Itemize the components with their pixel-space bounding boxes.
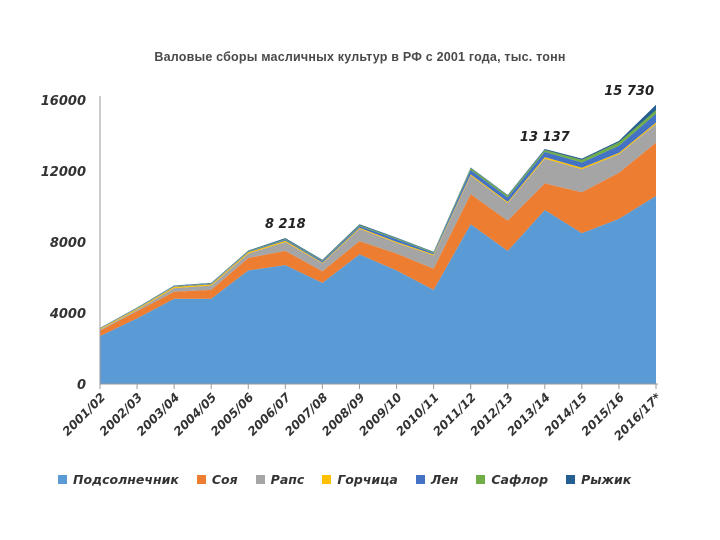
x-tick-labels: 2001/022002/032003/042004/052005/062006/…: [60, 390, 665, 443]
y-tick-label: 0: [77, 378, 86, 393]
total-annotation: 8 218: [265, 217, 306, 232]
legend-item: Горчица: [322, 472, 398, 487]
legend-item: Сафлор: [476, 472, 548, 487]
legend-swatch: [196, 475, 206, 484]
y-tick-label: 16000: [41, 94, 86, 109]
legend-swatch: [415, 475, 425, 484]
chart-title: Валовые сборы масличных культур в РФ с 2…: [154, 50, 566, 64]
legend-label: Сафлор: [491, 472, 549, 487]
legend-label: Соя: [211, 472, 238, 487]
total-annotation: 15 730: [604, 84, 654, 99]
y-tick-label: 4000: [49, 307, 86, 322]
y-tick-label: 8000: [50, 236, 86, 251]
legend-label: Рыжик: [581, 472, 632, 487]
legend: Подсолнечник Соя Рапс Горчица Лен Сафлор Рыжик: [58, 472, 631, 487]
legend-swatch: [58, 475, 67, 484]
y-tick-label: 12000: [41, 165, 86, 180]
legend-item: Соя: [196, 472, 238, 487]
total-annotation: 13 137: [520, 130, 571, 145]
legend-label: Горчица: [337, 472, 398, 487]
legend-swatch: [322, 475, 332, 484]
area-series-0: [100, 195, 656, 384]
legend-swatch: [255, 475, 265, 484]
annotations: 8 218 13 137 15 730: [265, 84, 654, 232]
legend-item: Рыжик: [566, 472, 631, 487]
y-tick-labels: 0 4000 8000 12000 16000: [41, 94, 86, 393]
legend-swatch: [476, 475, 486, 484]
legend-label: Лен: [430, 472, 459, 487]
legend-label: Рапс: [270, 472, 305, 487]
legend-swatch: [566, 475, 576, 484]
series-areas: [100, 104, 656, 384]
legend-item: Рапс: [255, 472, 305, 487]
legend-label: Подсолнечник: [73, 472, 179, 487]
axes: [99, 96, 658, 389]
legend-item: Лен: [415, 472, 459, 487]
legend-item: Подсолнечник: [58, 472, 179, 487]
